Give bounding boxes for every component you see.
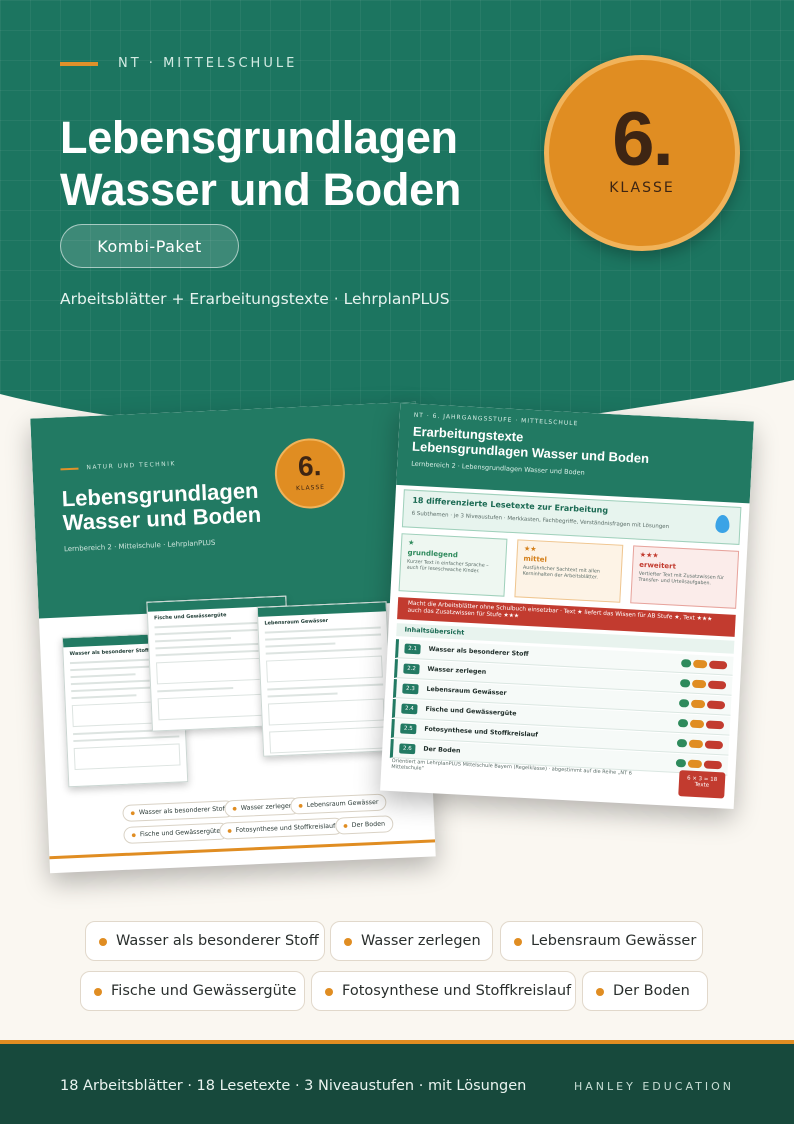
mockup-chip: Wasser als besonderer Stoff <box>122 800 236 822</box>
mini-worksheet: Lebensraum Gewässer <box>256 601 394 757</box>
mockup-title: Lebensgrundlagen Wasser und Boden <box>61 477 262 536</box>
level-card-mittel: ★★ mittel Ausführlicher Sachtext mit all… <box>514 539 624 603</box>
footer-summary: 18 Arbeitsblätter · 18 Lesetexte · 3 Niv… <box>60 1078 527 1094</box>
mockup-topic-chips: Wasser als besonderer Stoff Wasser zerle… <box>122 793 394 844</box>
mockup-count-tag: 6 × 3 = 18 Texte <box>678 770 726 799</box>
mockup-cover-header: NATUR UND TECHNIK Lebensgrundlagen Wasser… <box>30 401 425 619</box>
bullet-dot-icon <box>344 938 352 946</box>
kicker: NT · MITTELSCHULE <box>60 56 297 71</box>
topic-label: Fische und Gewässergüte <box>111 983 297 999</box>
topic-chip: Wasser zerlegen <box>330 921 493 961</box>
reading-texts-mockup: NT · 6. JAHRGANGSSTUFE · MITTELSCHULE Er… <box>380 403 754 809</box>
topic-label: Fotosynthese und Stoffkreislauf <box>342 983 572 999</box>
mockup-title: Erarbeitungstexte Lebensgrundlagen Wasser… <box>411 423 650 467</box>
page-title: Lebensgrundlagen Wasser und Boden <box>60 112 461 216</box>
bullet-dot-icon <box>94 988 102 996</box>
bullet-dot-icon <box>99 938 107 946</box>
mockup-subtitle: Lernbereich 2 · Mittelschule · LehrplanP… <box>63 538 216 554</box>
mockup-header: NT · 6. JAHRGANGSSTUFE · MITTELSCHULE Er… <box>396 403 754 504</box>
title-line-1: Lebensgrundlagen <box>60 112 458 163</box>
mockup-footer-line <box>49 839 436 860</box>
topic-chip: Fotosynthese und Stoffkreislauf <box>311 971 576 1011</box>
kicker-accent-line <box>60 61 98 66</box>
publisher-name: HANLEY EDUCATION <box>574 1080 734 1093</box>
level-card-erweitert: ★★★ erweitert Vertiefter Text mit Zusatz… <box>630 545 740 609</box>
hero-header: NT · MITTELSCHULE Lebensgrundlagen Wasse… <box>0 0 794 445</box>
mockup-chip: Fotosynthese und Stoffkreislauf <box>219 817 344 840</box>
topic-label: Wasser zerlegen <box>361 933 481 949</box>
kicker-text: NT · MITTELSCHULE <box>118 56 298 71</box>
title-line-2: Wasser und Boden <box>60 164 462 215</box>
bullet-dot-icon <box>325 988 333 996</box>
worksheet-cover-mockup: NATUR UND TECHNIK Lebensgrundlagen Wasser… <box>30 401 436 874</box>
subtitle: Arbeitsblätter + Erarbeitungstexte · Leh… <box>60 290 450 308</box>
topic-chip: Wasser als besonderer Stoff <box>85 921 325 961</box>
mockup-kicker: NATUR UND TECHNIK <box>60 460 176 472</box>
mockup-subtitle: Lernbereich 2 · Lebensgrundlagen Wasser … <box>411 459 585 477</box>
topic-label: Der Boden <box>613 983 690 999</box>
grade-number: 6. <box>612 97 673 182</box>
mockup-chip: Lebensraum Gewässer <box>290 793 387 815</box>
kombi-paket-pill: Kombi-Paket <box>60 224 239 268</box>
grade-badge: 6. KLASSE <box>544 55 740 251</box>
mockup-grade-badge: 6. KLASSE <box>273 436 347 510</box>
mockup-chip: Fische und Gewässergüte <box>123 822 229 844</box>
grade-label: KLASSE <box>609 180 675 196</box>
bullet-dot-icon <box>596 988 604 996</box>
page-footer: 18 Arbeitsblätter · 18 Lesetexte · 3 Niv… <box>0 1040 794 1124</box>
topic-label: Wasser als besonderer Stoff <box>116 933 319 949</box>
mockup-chip: Der Boden <box>334 815 394 835</box>
topic-chip: Fische und Gewässergüte <box>80 971 305 1011</box>
water-drop-icon <box>715 514 730 534</box>
topic-chip: Der Boden <box>582 971 708 1011</box>
topic-chip: Lebensraum Gewässer <box>500 921 703 961</box>
topic-label: Lebensraum Gewässer <box>531 933 697 949</box>
bullet-dot-icon <box>514 938 522 946</box>
level-card-grundlegend: ★ grundlegend Kurzer Text in einfacher S… <box>398 533 508 597</box>
